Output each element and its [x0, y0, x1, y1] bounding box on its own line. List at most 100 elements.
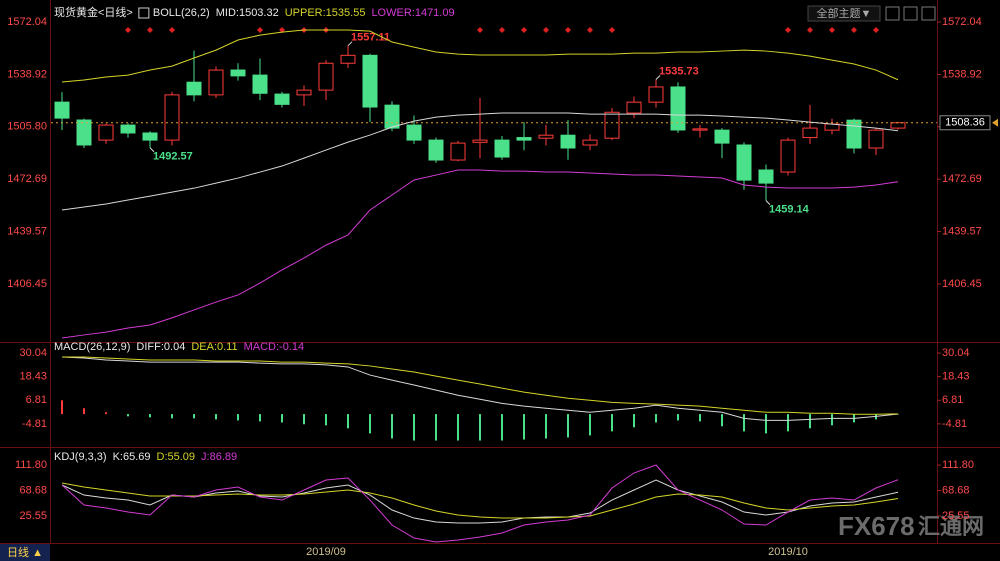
panel-title: 现货黄金<日线> [54, 5, 133, 19]
y-tick-label: 1439.57 [942, 225, 982, 237]
indicator-line [61, 464, 899, 543]
extreme-label: 1557.11 [351, 32, 390, 44]
candle-body [692, 128, 708, 131]
candle-body [868, 129, 884, 149]
extreme-pointer [765, 200, 771, 205]
candle-body [516, 137, 532, 141]
y-tick-label: 18.43 [942, 371, 970, 383]
indicator-line [61, 482, 899, 519]
y-tick-label: 1572.04 [942, 16, 982, 28]
signal-marker [499, 27, 505, 33]
macd-bar [413, 414, 415, 441]
legend-entry: LOWER:1471.09 [371, 7, 454, 19]
macd-bar [171, 414, 173, 419]
y-tick-label: 1439.57 [7, 225, 47, 237]
signal-marker [587, 27, 593, 33]
toolbar-icon[interactable] [903, 6, 918, 21]
y-tick-label: -4.81 [942, 418, 967, 430]
candle-body [758, 169, 774, 184]
macd-bar [523, 414, 525, 440]
macd-bar [677, 414, 679, 421]
macd-bar [501, 414, 503, 441]
macd-bar [765, 414, 767, 434]
theme-button-label[interactable]: 全部主题▼ [817, 6, 872, 20]
period-button-label[interactable]: 日线 ▲ [7, 545, 43, 559]
candle-body [560, 134, 576, 149]
candle-body [802, 127, 818, 139]
candle-body [494, 139, 510, 158]
candle-body [98, 124, 114, 141]
legend-entry: K:65.69 [113, 451, 151, 463]
candle-body [384, 104, 400, 129]
y-tick-label: -4.81 [22, 418, 47, 430]
candle-body [208, 69, 224, 96]
last-price-label: 1508.36 [945, 117, 985, 129]
candle-body [230, 69, 246, 77]
macd-bar [655, 414, 657, 423]
macd-bar [215, 414, 217, 420]
candle-body [274, 93, 290, 105]
macd-bar [303, 414, 305, 425]
signal-marker [851, 27, 857, 33]
y-tick-label: 30.04 [942, 347, 970, 359]
indicator-line [61, 112, 899, 211]
indicator-line [62, 356, 899, 415]
signal-marker [169, 27, 175, 33]
last-price-arrow [992, 118, 998, 127]
y-tick-label: 1472.69 [7, 173, 47, 185]
legend-entry: DEA:0.11 [191, 341, 237, 353]
theme-button[interactable] [807, 5, 881, 22]
macd-bar [787, 414, 789, 432]
y-tick-label: 25.55 [19, 510, 47, 522]
indicator-line [61, 169, 899, 339]
y-tick-label: 18.43 [19, 371, 47, 383]
indicator-line [61, 29, 899, 83]
macd-bar [611, 414, 613, 432]
y-tick-label: 111.80 [15, 459, 47, 471]
toolbar-icon[interactable] [921, 6, 936, 21]
macd-bar [259, 414, 261, 422]
toolbar-icon[interactable] [885, 6, 900, 21]
candle-body [164, 94, 180, 141]
period-button[interactable] [0, 544, 50, 561]
macd-bar [589, 414, 591, 436]
extreme-pointer [347, 41, 353, 47]
candle-body [186, 81, 202, 96]
signal-marker [147, 27, 153, 33]
y-tick-label: 1572.04 [7, 16, 47, 28]
macd-bar [391, 414, 393, 439]
extreme-label: 1492.57 [153, 151, 193, 163]
candle-body [54, 101, 70, 119]
candle-body [318, 62, 334, 91]
y-tick-label: 68.68 [19, 484, 47, 496]
candle-body [296, 89, 312, 96]
indicator-name: BOLL(26,2) [153, 7, 210, 19]
candle-body [252, 74, 268, 94]
y-tick-label: 30.04 [19, 347, 47, 359]
legend-entry: D:55.09 [157, 451, 196, 463]
y-tick-label: 1406.45 [7, 278, 47, 290]
macd-bar [105, 412, 107, 415]
x-tick-label: 2019/10 [768, 546, 808, 558]
macd-bar [435, 414, 437, 441]
indicator-line [61, 356, 899, 421]
candle-body [736, 144, 752, 181]
candle-body [406, 124, 422, 141]
signal-marker [829, 27, 835, 33]
y-tick-label: 6.81 [942, 394, 963, 406]
candle-body [890, 122, 906, 129]
signal-marker [609, 27, 615, 33]
candle-body [428, 139, 444, 161]
y-tick-label: 1538.92 [942, 68, 982, 80]
y-tick-label: 1472.69 [942, 173, 982, 185]
watermark-name: 汇通网 [918, 514, 984, 539]
y-tick-label: 1538.92 [7, 68, 47, 80]
signal-marker [785, 27, 791, 33]
candle-body [538, 134, 554, 139]
candle-body [648, 86, 664, 103]
last-price-box [939, 115, 991, 131]
extreme-pointer [149, 147, 155, 153]
